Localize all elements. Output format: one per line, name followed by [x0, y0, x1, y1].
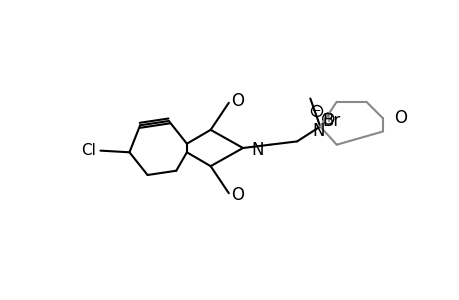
- Text: O: O: [231, 186, 244, 204]
- Text: N: N: [311, 122, 324, 140]
- Text: −: −: [312, 106, 321, 116]
- Text: O: O: [231, 92, 244, 110]
- Text: Cl: Cl: [81, 143, 95, 158]
- Text: Br: Br: [321, 112, 340, 130]
- Text: O: O: [393, 109, 406, 127]
- Text: N: N: [251, 141, 263, 159]
- Text: +: +: [324, 113, 331, 124]
